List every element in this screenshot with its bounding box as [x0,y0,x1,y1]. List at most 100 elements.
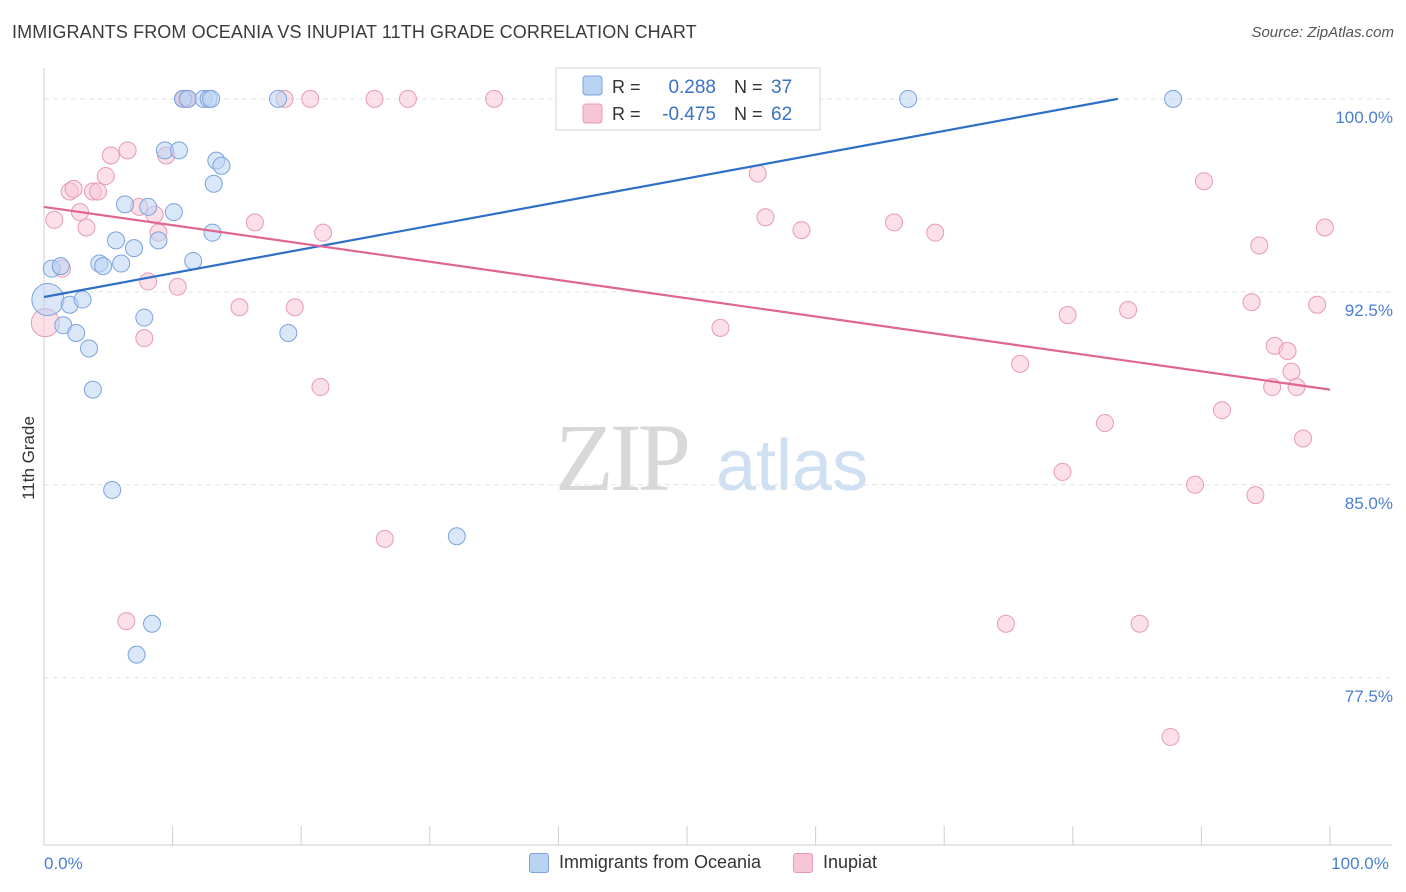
oceania-point-19 [143,614,162,633]
y-tick-label-3: 77.5% [1345,687,1393,706]
inupiat-point-6 [77,218,96,237]
inupiat-point-43 [1058,305,1077,324]
inupiat-point-37 [792,221,811,240]
chart-title: IMMIGRANTS FROM OCEANIA VS INUPIAT 11TH … [12,22,697,42]
oceania-point-31 [204,174,223,193]
inupiat-point-29 [365,89,384,108]
inupiat-point-28 [314,223,333,242]
inupiat-point-35 [748,164,767,183]
oceania-point-34 [269,89,288,108]
oceania-point-11 [103,480,122,499]
inupiat-point-61 [1315,218,1334,237]
inupiat-point-59 [1293,429,1312,448]
oceania-point-17 [135,308,154,327]
oceania-point-13 [112,254,131,273]
inupiat-point-50 [1212,401,1231,420]
inupiat-point-8 [89,182,108,201]
inupiat-point-56 [1278,342,1297,361]
oceania-point-33 [212,156,231,175]
inupiat-point-30 [375,529,394,548]
oceania-point-10 [94,257,113,276]
series-oceania-points [31,89,1183,664]
inupiat-point-9 [96,167,115,186]
inupiat-point-10 [101,146,120,165]
oceania-point-20 [149,231,168,250]
x-tick-label-0: 0.0% [44,854,83,873]
stats-r-value-2: -0.475 [662,104,716,125]
inupiat-point-44 [1095,414,1114,433]
oceania-point-8 [83,380,102,399]
stats-swatch-blue [582,75,603,96]
inupiat-point-27 [311,378,330,397]
source-label: Source: ZipAtlas.com [1251,24,1394,41]
series-inupiat-points [30,89,1334,746]
inupiat-point-57 [1282,362,1301,381]
inupiat-point-32 [485,89,504,108]
inupiat-point-47 [1161,727,1180,746]
oceania-point-36 [447,527,466,546]
watermark-atlas: atlas [716,426,868,506]
oceania-point-15 [125,239,144,258]
legend-item-oceania[interactable]: Immigrants from Oceania [528,852,761,873]
oceania-point-37 [899,89,918,108]
x-tick-label-1: 100.0% [1331,854,1389,873]
stats-n-value-1: 37 [771,77,792,98]
stats-r-label-1: R = [612,77,641,97]
grid-layer [44,98,1392,679]
legend-label-oceania: Immigrants from Oceania [558,852,761,872]
legend-swatch-oceania [528,852,549,873]
axis-layer: 100.0% 92.5% 85.0% 77.5% 0.0% 100.0% [43,68,1393,873]
oceania-point-5 [67,324,86,343]
inupiat-point-42 [1053,462,1072,481]
inupiat-point-51 [1242,293,1261,312]
legend-item-inupiat[interactable]: Inupiat [793,852,877,873]
inupiat-point-36 [756,208,775,227]
oceania-point-29 [202,89,221,108]
oceania-point-26 [184,251,203,270]
inupiat-point-25 [285,298,304,317]
oceania-point-14 [116,195,135,214]
inupiat-point-60 [1308,295,1327,314]
stats-r-value-1: 0.288 [668,77,716,98]
stats-n-label-2: N = [734,104,763,124]
oceania-trend-line [43,97,1119,299]
inupiat-point-34 [711,318,730,337]
inupiat-point-39 [926,223,945,242]
inupiat-point-52 [1246,486,1265,505]
inupiat-point-23 [245,213,264,232]
oceania-point-7 [80,339,99,358]
oceania-point-16 [127,645,146,664]
y-tick-label-2: 85.0% [1345,494,1393,513]
legend-label-inupiat: Inupiat [823,852,878,872]
inupiat-point-58 [1287,378,1306,397]
inupiat-point-41 [1011,354,1030,373]
oceania-point-18 [139,197,158,216]
legend-swatch-inupiat [793,852,813,873]
stats-r-label-2: R = [612,104,641,124]
inupiat-point-40 [996,614,1015,633]
inupiat-point-19 [168,277,187,296]
inupiat-point-11 [117,612,136,631]
inupiat-point-4 [64,179,83,198]
inupiat-point-53 [1250,236,1269,255]
stats-n-value-2: 62 [771,104,792,125]
trend-lines [43,97,1331,391]
oceania-point-12 [107,231,126,250]
inupiat-point-12 [118,141,137,160]
inupiat-point-46 [1130,614,1149,633]
inupiat-point-45 [1119,300,1138,319]
oceania-point-2 [51,257,70,276]
oceania-point-22 [164,203,183,222]
inupiat-point-22 [230,298,249,317]
inupiat-point-14 [135,329,154,348]
stats-swatch-pink [582,103,603,124]
watermark: ZIP atlas [555,404,868,511]
inupiat-point-49 [1194,172,1213,191]
inupiat-trend-line [43,205,1331,391]
inupiat-point-26 [301,89,320,108]
y-tick-label-0: 100.0% [1335,108,1393,127]
oceania-point-25 [179,89,198,108]
chart-legend: Immigrants from Oceania Inupiat [0,852,1406,873]
oceania-point-6 [73,290,92,309]
